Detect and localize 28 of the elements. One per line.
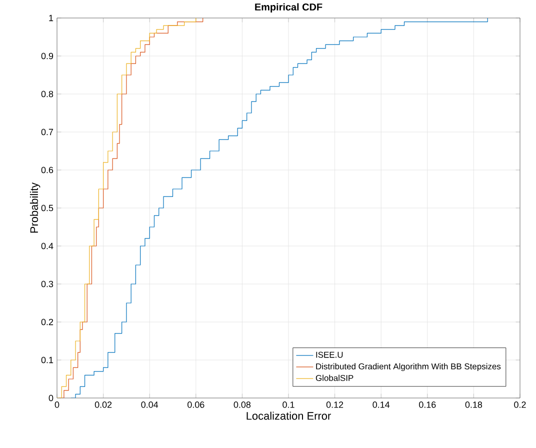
y-tick-label: 0.5 [41,204,54,212]
legend-label: ISEE.U [316,352,343,358]
legend-label: Distributed Gradient Algorithm With BB Stepsizes [316,363,501,372]
y-tick-label: 1 [49,14,54,22]
y-tick-label: 0.6 [41,166,54,174]
y-tick-label: 0.2 [41,318,54,326]
y-tick-label: 0.4 [41,242,54,250]
x-axis-title: Localization Error [246,412,331,420]
x-tick-label: 0.08 [234,402,251,408]
x-tick-label: 0.18 [465,402,482,408]
x-tick-label: 0.02 [94,402,112,408]
x-tick-label: 0 [54,402,60,408]
y-axis-title: Probability [30,182,40,233]
x-tick-label: 0.12 [326,402,344,408]
x-tick-label: 0.16 [419,402,436,408]
y-tick-label: 0 [48,394,54,402]
y-tick-label: 0.7 [41,128,54,136]
y-tick-label: 0.3 [41,280,54,288]
legend-label: GlobalSIP [316,374,354,381]
x-tick-label: 0.1 [282,402,294,408]
x-tick-label: 0.14 [372,402,390,408]
x-tick-label: 0.06 [188,402,204,408]
x-tick-label: 0.2 [514,402,526,408]
x-tick-label: 0.04 [141,402,158,408]
chart-title: Empirical CDF [255,3,322,12]
y-tick-label: 0.1 [41,356,54,364]
y-tick-label: 0.8 [41,90,54,98]
y-tick-label: 0.9 [41,52,54,60]
